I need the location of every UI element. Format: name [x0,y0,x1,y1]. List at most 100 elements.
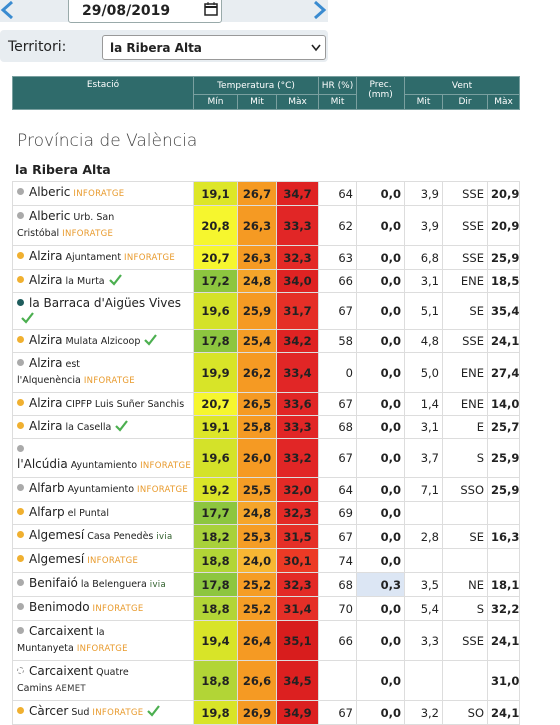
network-dot [17,276,24,283]
value-cell: 18,2 [193,524,238,549]
station-name: Alzira [29,356,63,370]
station-row: Alfarb Ayuntamiento INFORATGE 19,2 25,5 32,0 6… [12,477,520,502]
value-cell: 0,0 [356,205,405,246]
value-cell: 34,2 [276,329,319,353]
network-dot [17,555,24,562]
value-cell: 20,7 [193,392,238,416]
station-cell: Alberic INFORATGE [12,181,194,206]
network-dot [17,484,24,491]
station-cell: Benifaió la Belenguera ivia [12,572,194,597]
value-cell: 69 [318,501,357,525]
value-cell: 64 [318,477,357,502]
value-cell [487,548,520,573]
station-row: Benimodo INFORATGE 18,8 25,2 31,4 70 0,0 5,4 S 32… [12,596,520,621]
date: 29/08/2019 [82,3,171,19]
station-name: Alzira [29,273,63,287]
value-cell: 17,7 [193,501,238,525]
station-name: Algemesí [29,528,85,542]
value-cell: 33,4 [276,352,319,393]
value-cell: 19,4 [193,620,238,661]
station-cell: l'Alcúdia Ayuntamiento INFORATGE [12,438,194,478]
sub-col: Mit [318,94,358,110]
network-dot [17,531,24,538]
value-cell: 5,1 [404,292,443,330]
station-cell: la Barraca d'Aigües Vives [12,292,194,330]
value-cell: SE [442,292,488,330]
value-cell: 1,4 [404,392,443,416]
value-cell: 24,1 [487,620,520,661]
value-cell: 2,8 [404,524,443,549]
station-cell: Algemesí INFORATGE [12,548,194,573]
station-row: Alzira Ajuntament INFORATGE 20,7 26,3 32,3 63 0… [12,245,520,270]
check-mark [115,420,129,432]
value-cell: 32,0 [276,477,319,502]
value-cell: 14,0 [487,392,520,416]
territory-select[interactable]: la Ribera Alta [102,35,326,60]
value-cell [442,548,488,573]
value-cell: 6,8 [404,245,443,270]
value-cell: 35,1 [276,620,319,661]
value-cell: 26,5 [237,392,277,416]
next-day[interactable] [310,0,328,22]
value-cell [487,501,520,525]
station-place: Sud [71,707,90,718]
value-cell: 19,2 [193,477,238,502]
value-cell: 67 [318,700,357,725]
station-row: Carcaixent la Muntanyeta INFORATGE 19,4 26,4… [12,620,520,661]
value-cell [442,501,488,525]
value-cell: 5,4 [404,596,443,621]
value-cell: 7,1 [404,477,443,502]
station-row: Alfarp el Puntal 17,7 24,8 32,3 69 0,0 [12,501,520,525]
calendar-icon[interactable] [204,1,218,16]
station-row: Càrcer Sud INFORATGE 19,8 26,9 34,9 67 0,0 3,2 SO… [12,700,520,725]
value-cell: 67 [318,524,357,549]
network: INFORATGE [124,253,176,263]
value-cell: 0,0 [356,392,405,416]
verified-check [115,420,129,432]
network-dot [17,252,24,259]
value-cell: 24,1 [487,329,520,353]
value-cell: 26,2 [237,352,277,393]
value-cell: SE [442,524,488,549]
date-input[interactable]: 29/08/2019 [68,0,222,23]
station-place: Casa Penedès [87,531,154,542]
network-dot [17,188,24,195]
check-mark [147,705,161,717]
network: INFORATGE [62,229,114,239]
prev-day[interactable] [0,0,16,22]
station-place: Mulata Alzicoop [65,336,141,347]
value-cell: 67 [318,438,357,478]
value-cell: 25,2 [237,572,277,597]
value-cell: 3,3 [404,620,443,661]
value-cell: 17,8 [193,572,238,597]
value-cell: 19,8 [193,700,238,725]
value-cell: ENE [442,352,488,393]
value-cell: 27,4 [487,352,520,393]
value-cell: 16,3 [487,524,520,549]
station-cell: Alberic Urb. San Cristóbal INFORATGE [12,205,194,246]
value-cell: 26,3 [237,205,277,246]
value-cell: 0,0 [356,292,405,330]
check-mark [21,312,34,324]
value-cell: 32,3 [276,245,319,270]
value-cell: 74 [318,548,357,573]
value-cell: S [442,596,488,621]
verified-check [108,274,122,286]
network: INFORATGE [83,376,135,386]
value-cell: 68 [318,415,357,439]
value-cell: 25,9 [487,438,520,478]
sub-col: Màx [275,94,320,110]
value-cell: 26,9 [237,700,277,725]
station-name: l'Alcúdia [17,457,68,471]
value-cell: 3,5 [404,572,443,597]
network: ivia [156,532,173,542]
value-cell: 33,2 [276,438,319,478]
value-cell: 30,1 [276,548,319,573]
value-cell: 25,2 [237,596,277,621]
network: INFORATGE [92,708,144,718]
network: AEMET [55,684,86,694]
station-name: Alfarp [29,505,65,519]
value-cell: 0,0 [356,329,405,353]
value-cell: 0,0 [356,620,405,661]
verified-check [21,312,34,324]
